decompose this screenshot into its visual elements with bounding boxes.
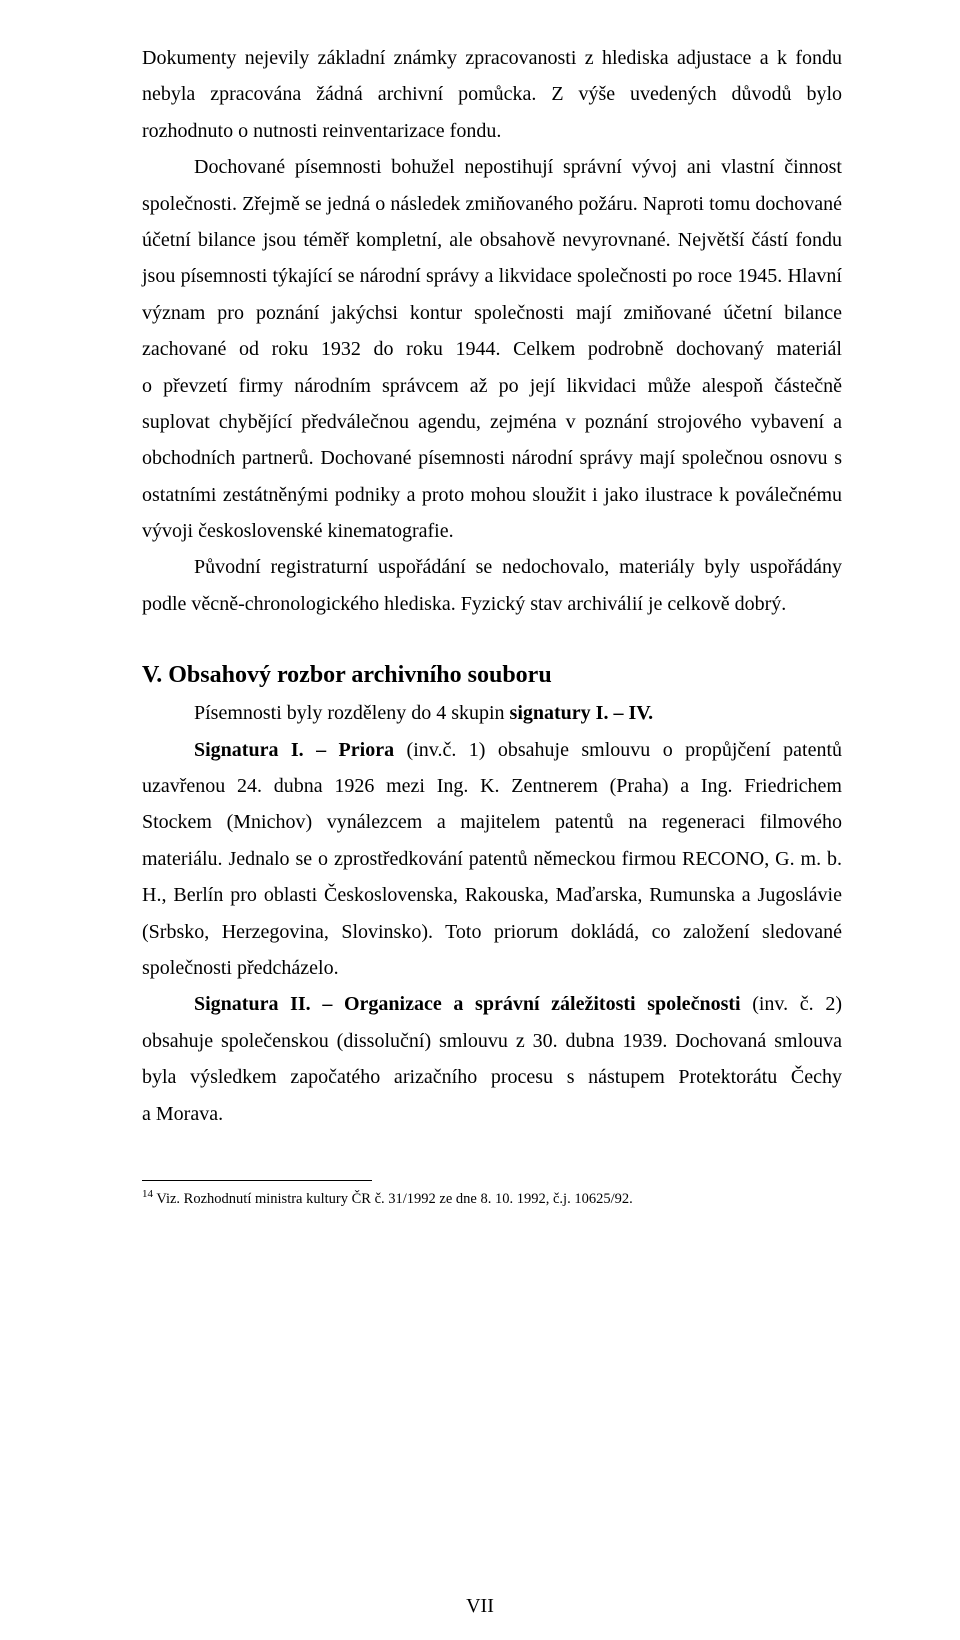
paragraph-6: Signatura II. – Organizace a správní zál… [142,986,842,1132]
paragraph-4-bold: signatury I. – IV. [510,702,654,724]
signatura-1-text: (inv.č. 1) obsahuje smlouvu o propůjčení… [142,739,842,979]
footnote-text: Viz. Rozhodnutí ministra kultury ČR č. 3… [153,1191,633,1207]
signatura-2-label: Signatura II. – Organizace a správní zál… [194,993,752,1015]
signatura-1-label: Signatura I. – Priora [194,739,407,761]
paragraph-1: Dokumenty nejevily základní známky zprac… [142,40,842,149]
page: Dokumenty nejevily základní známky zprac… [0,0,960,1640]
paragraph-3: Původní registraturní uspořádání se nedo… [142,549,842,622]
paragraph-4: Písemnosti byly rozděleny do 4 skupin si… [142,695,842,731]
footnote: 14 Viz. Rozhodnutí ministra kultury ČR č… [142,1187,842,1209]
footnote-separator [142,1180,372,1181]
section-heading: V. Obsahový rozbor archivního souboru [142,662,842,689]
footnote-number: 14 [142,1188,153,1200]
page-number: VII [0,1595,960,1618]
paragraph-4-text: Písemnosti byly rozděleny do 4 skupin [194,702,510,724]
paragraph-2: Dochované písemnosti bohužel nepostihují… [142,149,842,549]
paragraph-5: Signatura I. – Priora (inv.č. 1) obsahuj… [142,732,842,987]
